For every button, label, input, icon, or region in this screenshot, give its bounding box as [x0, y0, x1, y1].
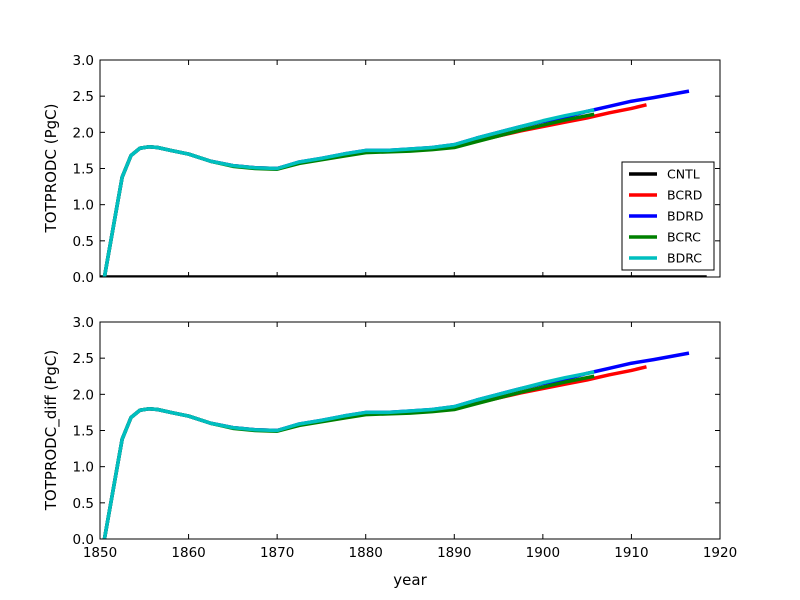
y-tick-label: 3.0 [73, 53, 94, 69]
y-tick-label: 2.5 [73, 351, 94, 367]
series-line-bdrc [102, 370, 595, 539]
x-tick-label: 1910 [614, 545, 648, 561]
bottom-subplot: 0.0 0.5 1.0 1.5 2.0 2.5 3.0 1850 1860 1870 1880 189… [42, 315, 737, 589]
x-tick-label: 1870 [260, 545, 294, 561]
y-tick-label: 0.5 [73, 496, 94, 512]
y-tick-label: 1.5 [73, 162, 94, 178]
y-tick-label: 3.0 [73, 315, 94, 331]
legend-label-bdrc: BDRC [667, 251, 702, 266]
x-tick-label: 1880 [349, 545, 383, 561]
x-tick-label: 1860 [171, 545, 205, 561]
x-axis-label: year [393, 571, 427, 589]
legend-label-cntl: CNTL [667, 167, 700, 182]
y-tick-label: 2.0 [73, 125, 94, 141]
legend-label-bcrd: BCRD [667, 188, 702, 203]
y-tick-label: 2.5 [73, 89, 94, 105]
top-plot-lines [100, 89, 707, 277]
top-subplot: 0.0 0.5 1.0 1.5 2.0 2.5 3.0 TOTPRODC (PgC) CNT… [42, 53, 721, 286]
y-tick-label: 1.0 [73, 460, 94, 476]
y-tick-label: 0.0 [73, 270, 94, 286]
top-legend: CNTL BCRD BDRD BCRC BDRC [621, 161, 715, 271]
y-tick-label: 1.5 [73, 424, 94, 440]
bottom-ticks: 0.0 0.5 1.0 1.5 2.0 2.5 3.0 1850 1860 1870 1880 189… [73, 315, 738, 561]
bottom-y-axis-label: TOTPRODC_diff (PgC) [42, 350, 61, 511]
legend-label-bdrd: BDRD [667, 209, 704, 224]
y-tick-label: 1.0 [73, 198, 94, 214]
y-tick-label: 0.0 [73, 532, 94, 548]
x-tick-label: 1900 [526, 545, 560, 561]
top-y-axis-label: TOTPRODC (PgC) [42, 104, 60, 234]
series-line-bdrc [102, 108, 595, 277]
x-tick-label: 1920 [703, 545, 737, 561]
top-ticks: 0.0 0.5 1.0 1.5 2.0 2.5 3.0 [73, 53, 721, 286]
x-tick-label: 1850 [83, 545, 117, 561]
y-tick-label: 0.5 [73, 234, 94, 250]
top-axes-frame [99, 59, 721, 278]
x-tick-label: 1890 [437, 545, 471, 561]
y-tick-label: 2.0 [73, 387, 94, 403]
bottom-axes-frame [99, 321, 721, 540]
bottom-plot-lines [102, 351, 690, 539]
legend-label-bcrc: BCRC [667, 230, 701, 245]
